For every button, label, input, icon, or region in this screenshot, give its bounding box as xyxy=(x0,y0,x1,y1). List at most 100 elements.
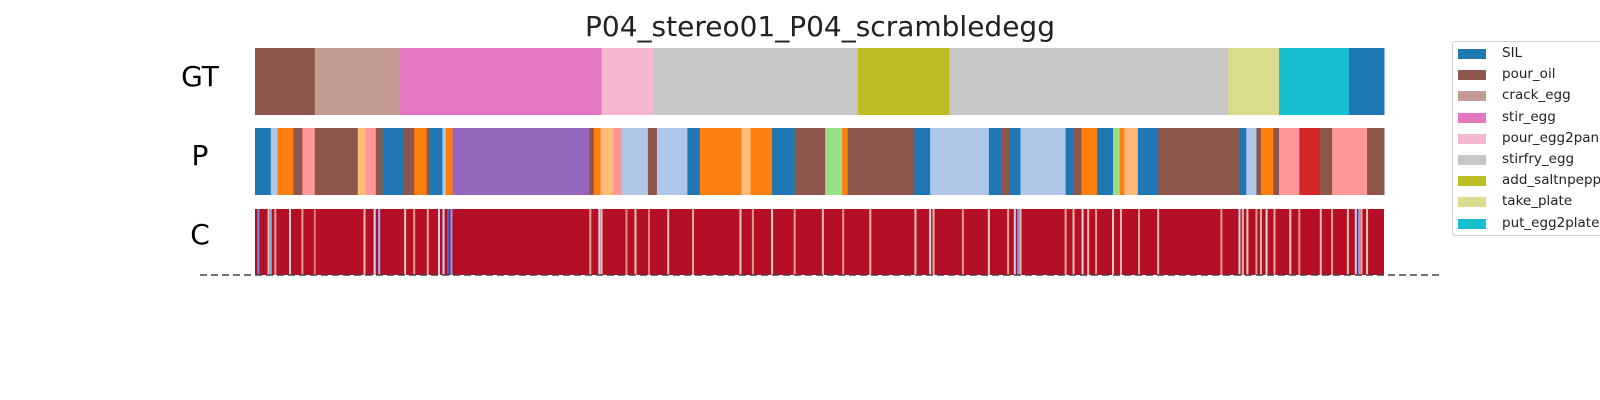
legend-swatch xyxy=(1458,133,1486,144)
p-segment xyxy=(1273,128,1280,195)
confidence-stripe xyxy=(842,209,845,275)
confidence-stripe xyxy=(692,209,695,275)
p-segment xyxy=(445,128,454,195)
p-segment xyxy=(302,128,316,195)
confidence-stripe xyxy=(1319,209,1322,275)
confidence-stripe xyxy=(426,209,429,275)
legend-label: take_plate xyxy=(1502,193,1573,210)
p-segment xyxy=(1113,128,1121,195)
confidence-stripe xyxy=(438,209,441,275)
p-segment xyxy=(914,128,931,195)
confidence-stripe xyxy=(667,209,670,275)
confidence-stripe xyxy=(589,209,592,275)
confidence-stripe xyxy=(288,209,291,275)
p-segment xyxy=(314,128,359,195)
p-segment xyxy=(842,128,849,195)
p-segment xyxy=(1279,128,1300,195)
confidence-stripe xyxy=(869,209,872,275)
legend-label: stirfry_egg xyxy=(1502,151,1575,167)
p-segment xyxy=(270,128,279,195)
confidence-stripe xyxy=(1265,209,1268,275)
p-segment xyxy=(1367,128,1385,195)
row-label-gt: GT xyxy=(181,60,219,93)
confidence-row xyxy=(255,209,1384,275)
p-segment xyxy=(442,128,447,195)
confidence-stripe xyxy=(739,209,742,275)
confidence-stripe xyxy=(1017,209,1020,275)
confidence-stripe xyxy=(1259,209,1262,275)
gt-segment xyxy=(601,48,655,115)
legend: SIL pour_oil crack_egg stir_egg pour_egg2pan… xyxy=(1452,41,1600,236)
confidence-stripe xyxy=(1366,209,1369,275)
confidence-stripe xyxy=(771,209,774,275)
confidence-stripe xyxy=(821,209,824,275)
confidence-stripe xyxy=(1013,209,1016,275)
p-segment xyxy=(1009,128,1021,195)
confidence-stripe xyxy=(1241,209,1244,275)
gt-segment xyxy=(949,48,1229,115)
row-label-p: P xyxy=(191,139,209,172)
p-segment xyxy=(600,128,614,195)
confidence-stripe xyxy=(447,209,450,275)
p-segment xyxy=(1299,128,1321,195)
confidence-stripe xyxy=(1157,209,1160,275)
confidence-stripe xyxy=(751,209,754,275)
p-segment xyxy=(1239,128,1247,195)
p-segment xyxy=(414,128,428,195)
chart-title: P04_stereo01_P04_scrambledegg xyxy=(585,10,1055,43)
p-segment xyxy=(293,128,303,195)
confidence-stripe xyxy=(1019,209,1022,275)
confidence-stripe xyxy=(1238,209,1241,275)
legend-label: put_egg2plate xyxy=(1502,214,1600,231)
confidence-stripe xyxy=(598,209,601,275)
p-segment xyxy=(1332,128,1368,195)
legend-swatch xyxy=(1458,197,1486,208)
confidence-stripe xyxy=(1273,209,1276,275)
legend-swatch xyxy=(1458,112,1486,123)
row-label-c: C xyxy=(190,218,210,251)
confidence-stripe xyxy=(1007,209,1010,275)
confidence-stripe xyxy=(625,209,628,275)
p-segment xyxy=(1020,128,1067,195)
confidence-stripe xyxy=(257,209,260,275)
p-segment xyxy=(794,128,826,195)
p-segment xyxy=(1260,128,1274,195)
confidence-stripe xyxy=(932,209,935,275)
confidence-stripe xyxy=(450,209,453,275)
legend-swatch xyxy=(1458,91,1486,102)
p-segment xyxy=(750,128,773,195)
confidence-stripe xyxy=(1087,209,1090,275)
confidence-stripe xyxy=(648,209,651,275)
confidence-stripe xyxy=(1358,209,1361,275)
confidence-stripe xyxy=(269,209,272,275)
confidence-stripe xyxy=(1138,209,1141,275)
p-segment xyxy=(375,128,384,195)
gt-segment xyxy=(1349,48,1385,115)
p-segment xyxy=(1065,128,1075,195)
confidence-stripe xyxy=(1331,209,1334,275)
p-row xyxy=(255,128,1385,195)
confidence-stripe xyxy=(1072,209,1075,275)
p-segment xyxy=(452,128,590,195)
confidence-stripe xyxy=(1289,209,1292,275)
legend-label: crack_egg xyxy=(1502,87,1571,104)
legend-label: SIL xyxy=(1502,45,1523,61)
legend-swatch xyxy=(1458,218,1486,229)
confidence-stripe xyxy=(313,209,316,275)
p-segment xyxy=(404,128,415,195)
p-segment xyxy=(1137,128,1159,195)
p-segment xyxy=(1246,128,1257,195)
confidence-stripe xyxy=(1220,209,1223,275)
confidence-stripe xyxy=(1112,209,1115,275)
p-segment xyxy=(647,128,658,195)
legend-label: pour_oil xyxy=(1502,66,1556,83)
confidence-stripe xyxy=(1255,209,1258,275)
confidence-stripe xyxy=(914,209,917,275)
p-segment xyxy=(429,128,443,195)
p-segment xyxy=(1097,128,1114,195)
confidence-background xyxy=(255,209,1384,275)
p-segment xyxy=(382,128,405,195)
p-segment xyxy=(589,128,595,195)
legend-swatch xyxy=(1458,155,1486,165)
